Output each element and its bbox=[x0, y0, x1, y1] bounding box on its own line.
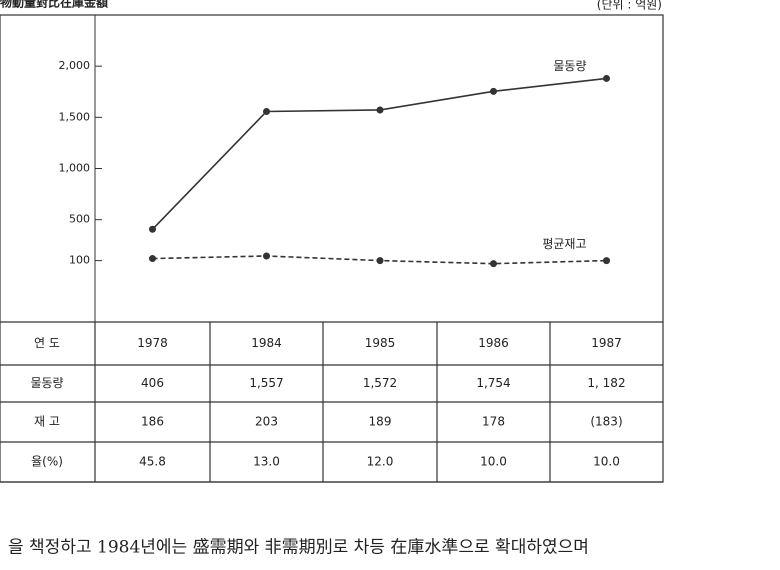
data-point bbox=[603, 257, 610, 265]
data-point bbox=[490, 87, 497, 95]
table-cell: 13.0 bbox=[253, 455, 280, 469]
data-point bbox=[490, 260, 497, 268]
table-cell: 10.0 bbox=[480, 455, 507, 469]
y-tick-label: 100 bbox=[69, 254, 90, 267]
series-label: 평균재고 bbox=[542, 237, 586, 251]
data-point bbox=[149, 225, 156, 233]
y-tick-label: 1,000 bbox=[59, 162, 91, 175]
data-point bbox=[376, 257, 384, 265]
table-cell: 1,754 bbox=[476, 376, 510, 390]
table-cell: 189 bbox=[369, 415, 392, 429]
table-header: 1986 bbox=[478, 336, 509, 350]
table-cell: 406 bbox=[141, 376, 164, 390]
body-text: 을 책정하고 1984년에는 盛需期와 非需期別로 차등 在庫水準으로 확대하였… bbox=[8, 538, 589, 558]
table-header: 1985 bbox=[365, 336, 396, 350]
y-tick-label: 1,500 bbox=[59, 110, 91, 123]
table-cell: 178 bbox=[482, 415, 505, 429]
series-line bbox=[151, 77, 607, 230]
table-cell: 12.0 bbox=[367, 455, 394, 469]
row-label: 물동량 bbox=[30, 376, 63, 390]
table-header: 1987 bbox=[591, 336, 622, 350]
table-header: 1984 bbox=[251, 336, 282, 350]
row-label: 재 고 bbox=[34, 415, 60, 429]
row-label: 율(%) bbox=[31, 455, 63, 469]
table-cell: 203 bbox=[255, 415, 278, 429]
table-cell: 10.0 bbox=[593, 455, 620, 469]
table-cell: 45.8 bbox=[139, 455, 166, 469]
y-tick-label: 500 bbox=[69, 213, 90, 226]
table-cell: 186 bbox=[141, 415, 164, 429]
data-point bbox=[149, 255, 156, 263]
data-point bbox=[263, 252, 270, 260]
series-label: 물동량 bbox=[553, 59, 586, 73]
data-point bbox=[376, 106, 384, 114]
figure-title: 物動量對比在庫金額 bbox=[0, 0, 108, 10]
table-header: 연 도 bbox=[34, 336, 60, 350]
table-cell: 1,572 bbox=[363, 376, 397, 390]
table-cell: (183) bbox=[590, 415, 622, 429]
table-cell: 1, 182 bbox=[587, 376, 625, 390]
data-point bbox=[603, 74, 610, 82]
table-header: 1978 bbox=[137, 336, 168, 350]
unit-note: (단위 : 억원) bbox=[597, 0, 662, 12]
y-tick-label: 2,000 bbox=[59, 59, 91, 72]
table-cell: 1,557 bbox=[249, 376, 283, 390]
data-point bbox=[263, 108, 270, 116]
